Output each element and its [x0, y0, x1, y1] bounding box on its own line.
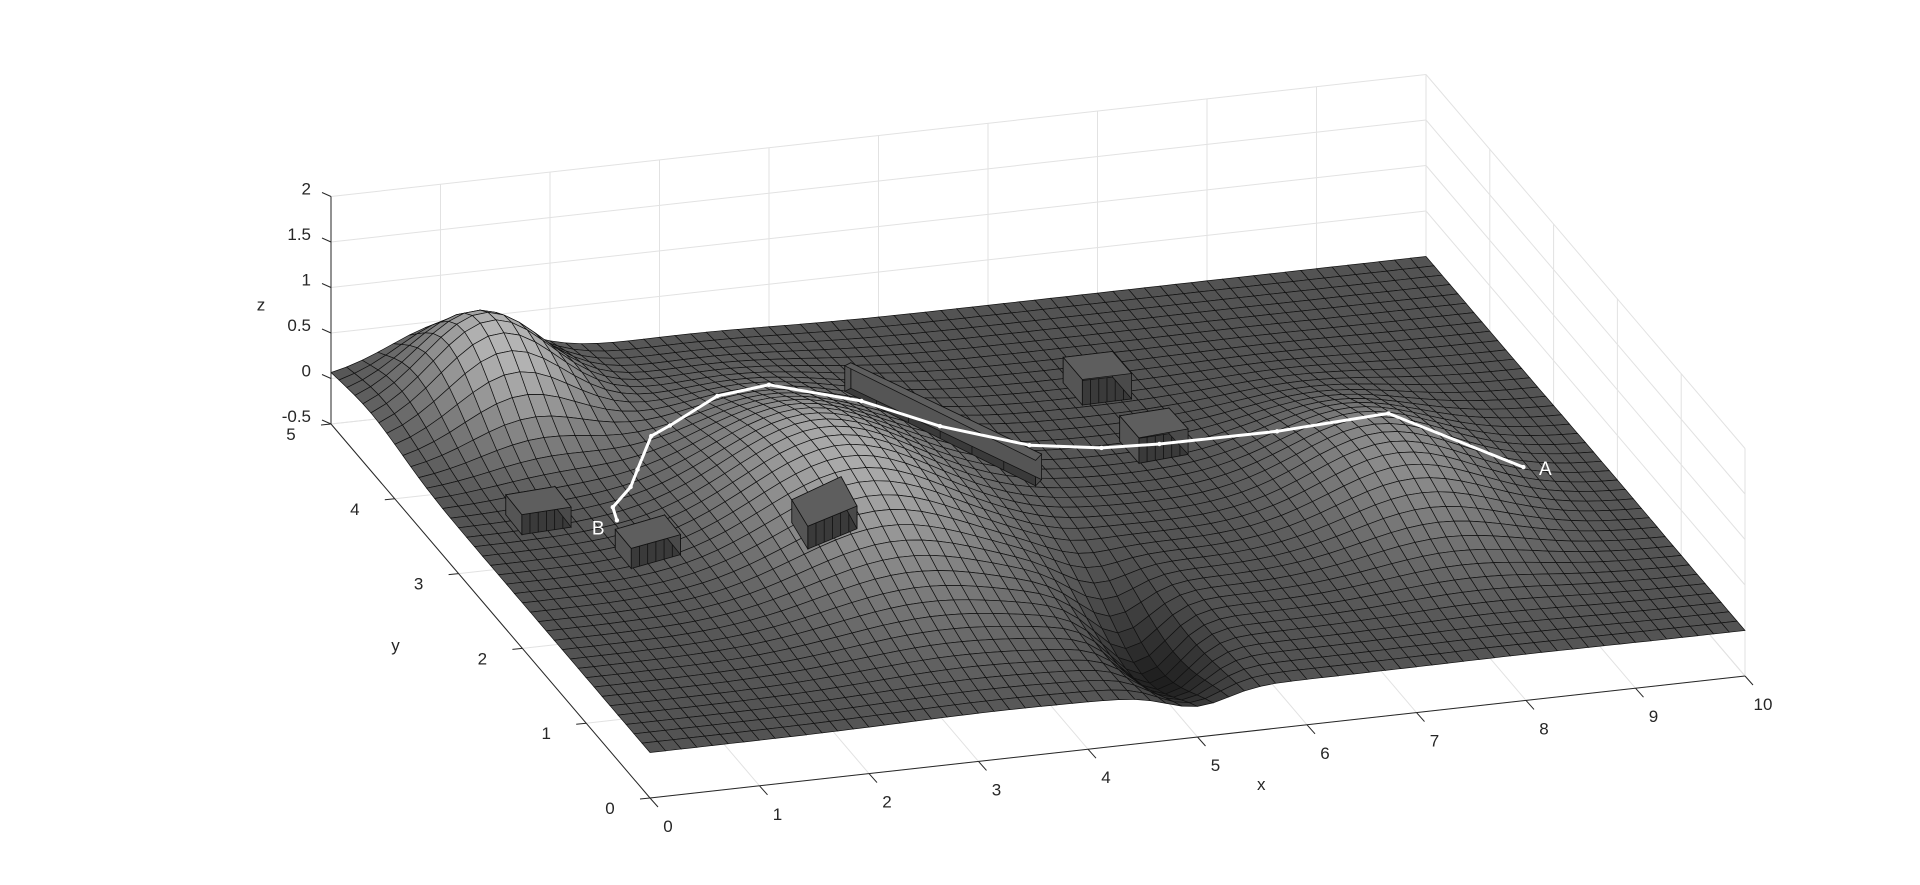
x-tick [759, 785, 768, 796]
path-point [1386, 411, 1391, 416]
x-tick-label: 10 [1754, 695, 1773, 714]
surface-mesh [330, 256, 1746, 753]
x-tick-label: 7 [1430, 732, 1439, 751]
z-tick-label: 1.5 [287, 225, 311, 244]
z-tick [321, 419, 332, 425]
grid-line [330, 210, 1427, 334]
x-tick [978, 761, 987, 771]
y-tick-label: 0 [605, 799, 614, 818]
z-tick [321, 283, 332, 288]
path-point [1099, 445, 1104, 451]
x-tick [1087, 748, 1097, 759]
y-axis-label: y [391, 636, 400, 655]
z-tick [321, 192, 332, 197]
z-tick-label: 1 [302, 271, 311, 290]
x-tick-label: 9 [1649, 707, 1658, 726]
path-point [667, 423, 673, 428]
y-tick [384, 498, 395, 501]
grid-line [330, 74, 1427, 197]
x-tick [1416, 712, 1425, 722]
y-tick-label: 2 [478, 649, 487, 668]
x-tick-label: 6 [1320, 744, 1329, 763]
x-tick-label: 2 [882, 793, 891, 812]
y-tick-label: 1 [541, 724, 550, 743]
grid-line [1425, 210, 1746, 586]
x-axis-label: x [1257, 775, 1266, 794]
grid-line [330, 119, 1427, 243]
x-tick [1306, 724, 1316, 735]
grid-line [1425, 165, 1746, 540]
x-tick [1635, 687, 1644, 698]
grid-line [1425, 74, 1746, 449]
x-tick-label: 0 [663, 817, 672, 836]
z-tick-label: 0.5 [287, 316, 311, 335]
grid-line [330, 165, 1427, 288]
y-tick [576, 722, 587, 725]
path-point [614, 518, 620, 523]
y-tick-label: 3 [414, 575, 423, 594]
y-tick [320, 423, 332, 426]
x-tick-label: 3 [992, 780, 1001, 799]
z-tick-label: -0.5 [282, 407, 311, 426]
path-point [649, 433, 654, 439]
z-tick [321, 237, 332, 243]
path-point [628, 484, 633, 490]
path-point [1521, 464, 1526, 470]
y-tick-label: 5 [286, 425, 295, 444]
grid-line [1425, 119, 1746, 495]
x-tick [1197, 736, 1206, 747]
x-tick-label: 8 [1539, 719, 1548, 738]
z-tick-label: 0 [302, 362, 311, 381]
y-tick-label: 4 [350, 500, 359, 519]
point-label-a: A [1539, 459, 1552, 480]
path-point [766, 382, 772, 387]
path-point [937, 424, 943, 429]
path-point [1027, 443, 1032, 448]
y-tick [639, 797, 651, 800]
x-tick [1744, 675, 1754, 686]
z-axis-label: z [257, 295, 266, 314]
y-tick [512, 647, 523, 650]
x-tick-label: 5 [1211, 756, 1220, 775]
path-point [1157, 441, 1162, 447]
z-tick-label: 2 [302, 180, 311, 199]
y-tick [448, 573, 459, 576]
x-tick-label: 4 [1101, 768, 1110, 787]
x-tick [649, 797, 659, 808]
x-tick [868, 773, 878, 783]
path-point [1274, 429, 1280, 434]
x-tick-label: 1 [773, 805, 782, 824]
z-tick [321, 374, 332, 379]
path-point [635, 467, 640, 472]
z-tick [321, 328, 332, 334]
path-point [859, 398, 864, 404]
path-point [610, 505, 615, 510]
x-tick [1525, 700, 1535, 710]
point-label-b: B [592, 518, 605, 539]
path-point [715, 393, 720, 399]
